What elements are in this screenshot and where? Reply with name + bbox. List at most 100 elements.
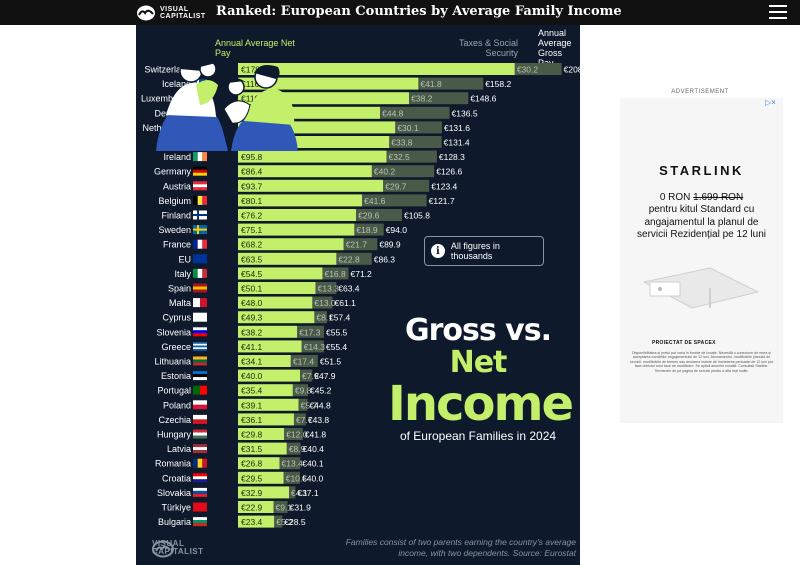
gross-pay-label: €31.9 [290, 503, 312, 513]
flag-stripe [193, 435, 207, 439]
gross-pay-label: €86.3 [374, 254, 396, 264]
visual-capitalist-footer-icon [152, 540, 174, 558]
tax-label: €17.4 [293, 357, 315, 367]
gross-pay-label: €89.9 [379, 240, 401, 250]
tax-bar [380, 106, 450, 119]
tax-label: €21.7 [346, 240, 368, 250]
net-pay-bar [238, 267, 323, 280]
net-pay-label: €40.0 [241, 371, 263, 381]
ad-price: 0 RON 1.699 RON [630, 192, 773, 204]
tax-bar [300, 369, 313, 382]
tax-label: €30.2 [517, 65, 539, 75]
tax-label: €17.3 [299, 327, 321, 337]
turkiye-flag-icon [193, 502, 207, 512]
flag-stripe [193, 169, 207, 173]
net-pay-bar [238, 325, 298, 338]
tax-bar [273, 501, 288, 513]
net-pay-label: €54.5 [241, 269, 263, 279]
tax-label: €29.6 [358, 211, 380, 221]
tax-bar [395, 121, 442, 134]
tax-label: €18.9 [356, 225, 378, 235]
net-pay-bar [238, 428, 285, 440]
tax-bar [383, 179, 430, 192]
flag-cross [193, 214, 207, 216]
category-label: Germany [154, 167, 192, 177]
flag-stripe [202, 268, 207, 278]
flag-stripe [193, 493, 207, 497]
category-label: Croatia [162, 473, 191, 483]
net-pay-bar [238, 252, 337, 265]
ad-price-old: 1.699 RON [693, 192, 744, 203]
note-text: All figures in thousands [450, 241, 500, 261]
net-pay-label: €32.9 [241, 488, 263, 498]
gross-pay-label: €128.3 [439, 152, 465, 162]
greece-flag-icon [193, 341, 207, 344]
gross-pay-label: €148.6 [470, 94, 496, 104]
gross-pay-label: €55.5 [326, 327, 348, 337]
tax-label: €9.1 [275, 503, 292, 513]
tax-label: €7.9 [302, 371, 319, 381]
net-pay-bar [238, 223, 355, 236]
tax-bar [362, 194, 427, 207]
spain-flag-icon [193, 283, 207, 287]
flag-stripe [193, 447, 207, 451]
gross-pay-label: €126.6 [436, 167, 462, 177]
flag-stripe [193, 374, 207, 378]
belgium-flag-icon [193, 195, 198, 205]
tax-bar [290, 355, 318, 367]
advertisement-card[interactable] [620, 98, 783, 423]
flag-stripe [202, 195, 207, 205]
tax-bar [293, 413, 306, 426]
headline-net: Net [449, 345, 508, 380]
gross-pay-label: €63.4 [338, 284, 360, 294]
net-pay-label: €35.4 [241, 386, 263, 396]
category-label: Sweden [158, 225, 191, 235]
flag-stripe [193, 362, 207, 366]
tax-bar [274, 515, 283, 528]
croatia-flag-icon [193, 473, 207, 477]
category-label: EU [178, 254, 191, 264]
site-logo[interactable]: VISUAL CAPITALIST [136, 3, 206, 23]
tax-bar [286, 442, 301, 455]
net-pay-label: €39.1 [241, 400, 263, 410]
info-icon: i [431, 244, 445, 258]
headline-subtitle: of European Families in 2024 [399, 429, 557, 443]
net-pay-bar [238, 165, 372, 178]
flag-stripe [193, 419, 207, 424]
tax-bar [343, 238, 378, 251]
category-label: Latvia [167, 444, 191, 454]
category-label: Italy [174, 269, 191, 279]
ad-choices-icon[interactable]: ▷× [765, 98, 776, 107]
net-pay-bar [238, 369, 300, 382]
category-label: Spain [168, 284, 191, 294]
net-pay-label: €38.2 [241, 327, 263, 337]
tax-bar [279, 457, 301, 470]
tax-bar [292, 384, 309, 397]
flag-stripe [193, 476, 207, 480]
flag-stripe [193, 330, 207, 334]
tax-bar [336, 252, 372, 265]
tax-label: €4.1 [291, 488, 308, 498]
net-pay-bar [238, 63, 515, 75]
tax-bar [386, 150, 437, 163]
headline: Gross vs. Net Income of European Familie… [388, 315, 574, 444]
tax-bar [288, 486, 296, 499]
net-pay-label: €178.6 [241, 65, 267, 75]
flag-stripe [193, 343, 207, 346]
logo-line-2: CAPITALIST [160, 13, 206, 20]
net-pay-bar [238, 311, 315, 324]
gross-pay-label: €121.7 [429, 196, 455, 206]
menu-icon[interactable] [769, 5, 787, 19]
tax-label: €13.3 [318, 284, 340, 294]
tax-bar [371, 165, 435, 178]
ad-fine-print: Disponibilitatea și prețul pot varia în … [629, 351, 774, 373]
ad-brand[interactable]: STARLINK [659, 163, 744, 178]
net-pay-bar [238, 442, 287, 455]
portugal-flag-icon [193, 385, 200, 395]
gross-pay-label: €57.4 [329, 313, 351, 323]
bulgaria-flag-icon [193, 517, 207, 521]
net-pay-bar [238, 194, 363, 207]
flag-stripe [193, 479, 207, 483]
category-label: Lithuania [154, 357, 191, 367]
flag-stripe [193, 187, 207, 191]
